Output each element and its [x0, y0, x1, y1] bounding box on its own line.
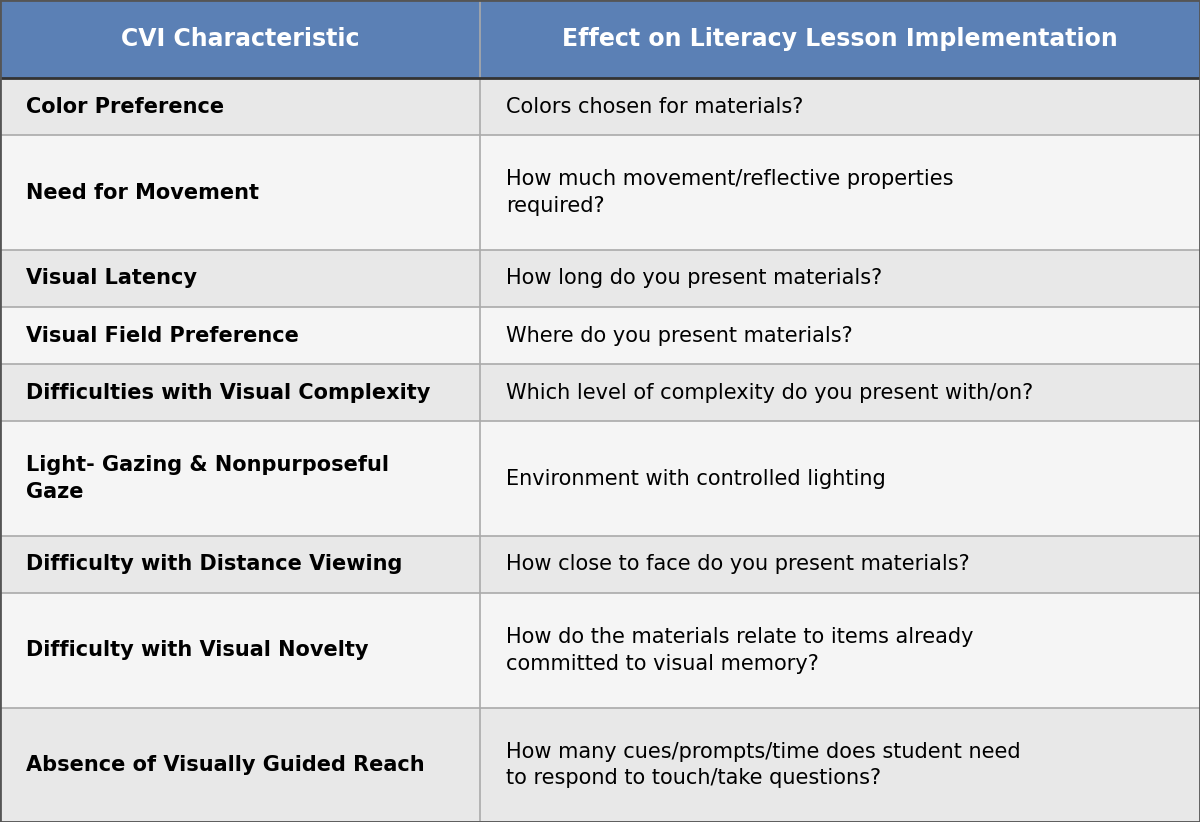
Text: How close to face do you present materials?: How close to face do you present materia…: [506, 555, 970, 575]
Bar: [0, 536, 480, 593]
Text: How do the materials relate to items already
committed to visual memory?: How do the materials relate to items alr…: [506, 627, 974, 673]
Bar: [0, 593, 480, 708]
Bar: [480, 250, 1200, 307]
Bar: [480, 593, 1200, 708]
Bar: [0, 708, 480, 822]
Text: Color Preference: Color Preference: [26, 97, 224, 117]
Bar: [480, 422, 1200, 536]
Bar: [480, 364, 1200, 422]
Text: Where do you present materials?: Where do you present materials?: [506, 326, 853, 345]
Bar: [0, 307, 480, 364]
Text: Which level of complexity do you present with/on?: Which level of complexity do you present…: [506, 383, 1033, 403]
Text: Difficulties with Visual Complexity: Difficulties with Visual Complexity: [26, 383, 431, 403]
Text: How long do you present materials?: How long do you present materials?: [506, 268, 883, 289]
Bar: [480, 536, 1200, 593]
Bar: [0, 136, 480, 250]
Text: Light- Gazing & Nonpurposeful
Gaze: Light- Gazing & Nonpurposeful Gaze: [26, 455, 389, 502]
Bar: [0, 422, 480, 536]
Text: Difficulty with Visual Novelty: Difficulty with Visual Novelty: [26, 640, 368, 660]
Text: Environment with controlled lighting: Environment with controlled lighting: [506, 469, 886, 488]
Text: Colors chosen for materials?: Colors chosen for materials?: [506, 97, 804, 117]
Bar: [0, 0, 1200, 78]
Bar: [0, 250, 480, 307]
Text: Absence of Visually Guided Reach: Absence of Visually Guided Reach: [26, 755, 425, 775]
Text: Visual Field Preference: Visual Field Preference: [26, 326, 299, 345]
Bar: [0, 364, 480, 422]
Bar: [0, 78, 480, 136]
Text: How much movement/reflective properties
required?: How much movement/reflective properties …: [506, 169, 954, 215]
Text: Difficulty with Distance Viewing: Difficulty with Distance Viewing: [26, 555, 403, 575]
Text: Visual Latency: Visual Latency: [26, 268, 197, 289]
Text: Effect on Literacy Lesson Implementation: Effect on Literacy Lesson Implementation: [562, 27, 1118, 51]
Bar: [480, 708, 1200, 822]
Text: How many cues/prompts/time does student need
to respond to touch/take questions?: How many cues/prompts/time does student …: [506, 741, 1021, 788]
Bar: [480, 78, 1200, 136]
Text: Need for Movement: Need for Movement: [26, 182, 259, 202]
Bar: [480, 136, 1200, 250]
Text: CVI Characteristic: CVI Characteristic: [121, 27, 359, 51]
Bar: [480, 307, 1200, 364]
